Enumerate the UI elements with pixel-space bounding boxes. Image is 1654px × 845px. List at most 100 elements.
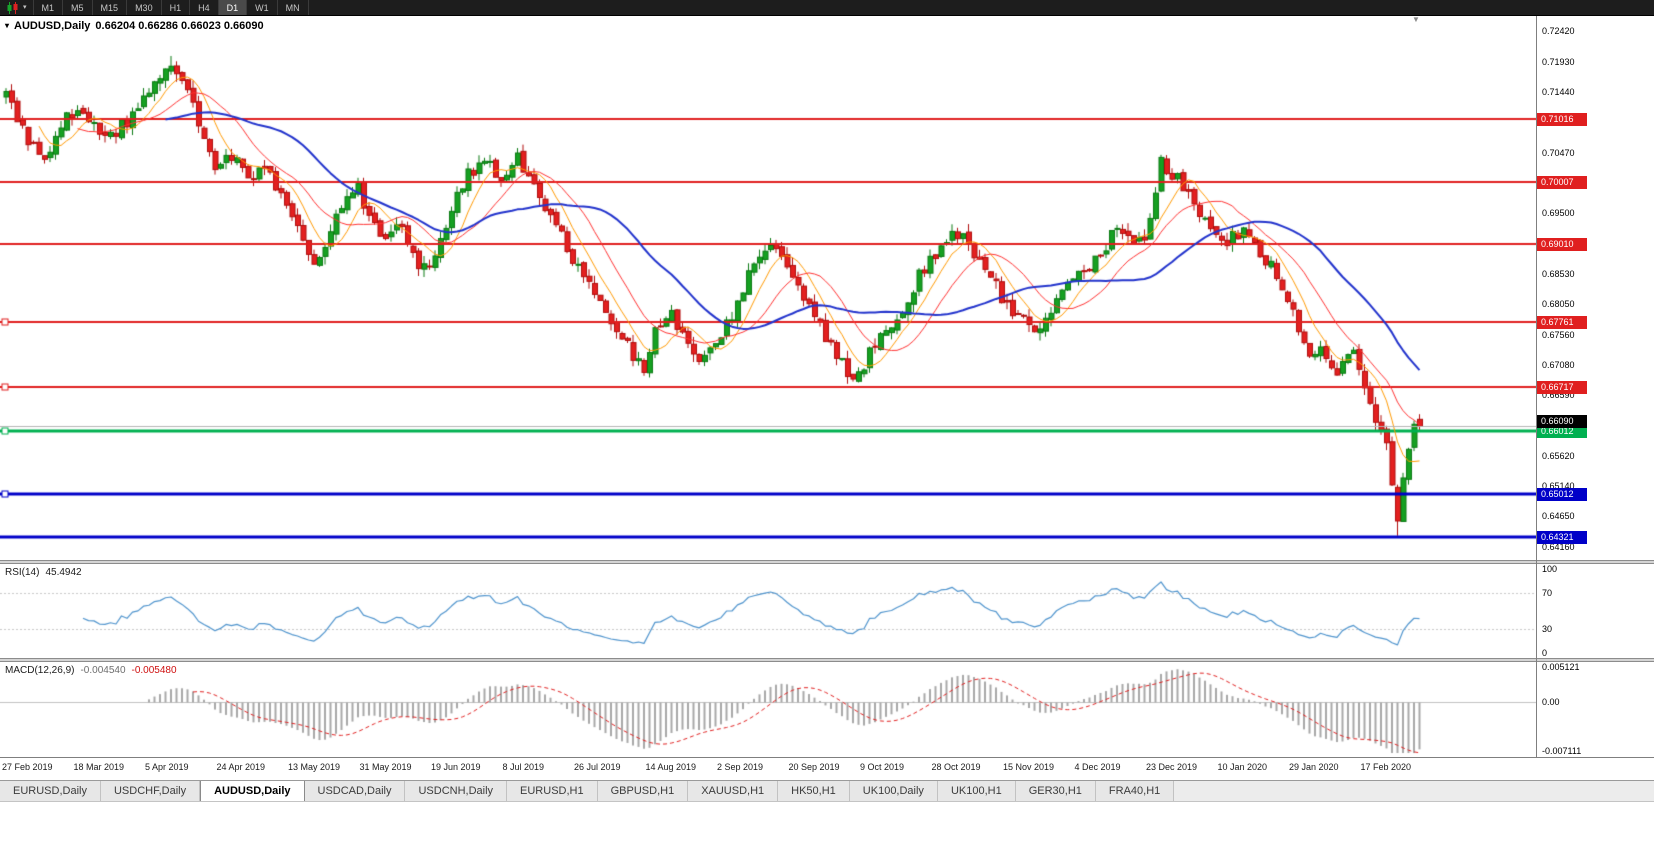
timeframe-button-m5[interactable]: M5 [63,0,93,15]
timeframe-button-h1[interactable]: H1 [162,0,191,15]
date-axis-label: 18 Mar 2019 [73,762,125,772]
rsi-value: 45.4942 [45,567,82,578]
scale-divider [1536,16,1537,757]
price-scale-tick: 0.67080 [1542,359,1575,370]
timeframe-buttons: M1 M5 M15 M30 H1 H4 D1 W1 MN [34,0,309,15]
date-axis-label: 29 Jan 2020 [1289,762,1339,772]
chart-tab-usdcnh-daily[interactable]: USDCNH,Daily [405,781,508,801]
level-price-badge: 0.66717 [1537,381,1587,395]
chart-tab-eurusd-h1[interactable]: EURUSD,H1 [507,781,598,801]
date-axis-label: 23 Dec 2019 [1146,762,1198,772]
level-price-badge: 0.66012 [1537,425,1587,439]
candlestick-chart-icon [7,1,18,14]
date-axis-label: 13 May 2019 [288,762,341,772]
date-axis-label: 2 Sep 2019 [717,762,764,772]
level-price-badge: 0.69010 [1537,238,1587,252]
rsi-scale-tick: 30 [1542,623,1553,634]
ohlc-values: 0.66204 0.66286 0.66023 0.66090 [95,20,264,32]
chart-title: ▾ AUDUSD,Daily 0.66204 0.66286 0.66023 0… [5,20,264,32]
price-scale-tick: 0.70470 [1542,147,1575,158]
chevron-down-icon: ▾ [23,4,27,11]
price-scale-tick: 0.65140 [1542,480,1575,491]
timeframe-button-w1[interactable]: W1 [247,0,278,15]
date-axis-label: 27 Feb 2019 [2,762,53,772]
macd-scale-tick: 0.005121 [1542,662,1580,672]
chart-tab-fra40-h1[interactable]: FRA40,H1 [1095,781,1175,801]
symbol-dropdown-icon[interactable]: ▾ [5,21,10,30]
date-axis-label: 4 Dec 2019 [1074,762,1121,772]
price-scale-tick: 0.68530 [1542,269,1575,279]
timeframe-button-m15[interactable]: M15 [93,0,128,15]
rsi-scale-tick: 100 [1542,564,1558,574]
timeframe-button-mn[interactable]: MN [278,0,309,15]
price-chart-panel[interactable]: ▾ AUDUSD,Daily 0.66204 0.66286 0.66023 0… [0,16,1536,560]
rsi-canvas[interactable] [0,564,1536,658]
price-scale-tick: 0.72420 [1542,26,1575,36]
price-scale-tick: 0.64160 [1542,542,1575,552]
date-axis-label: 31 May 2019 [359,762,412,772]
date-axis-label: 17 Feb 2020 [1360,762,1412,772]
panel-separator[interactable] [0,560,1654,564]
chart-tab-gbpusd-h1[interactable]: GBPUSD,H1 [597,781,689,801]
chart-tab-audusd-daily[interactable]: AUDUSD,Daily [200,781,305,801]
chart-type-control[interactable]: ▾ [0,0,34,15]
macd-panel[interactable]: MACD(12,26,9) -0.004540 -0.005480 [0,662,1536,756]
macd-label: MACD(12,26,9) -0.004540 -0.005480 [5,665,177,676]
date-axis-label: 8 Jul 2019 [502,762,545,772]
rsi-scale[interactable]: 100 70 30 0 [1537,564,1654,658]
chart-tab-ger30-h1[interactable]: GER30,H1 [1015,781,1096,801]
macd-canvas[interactable] [0,662,1536,756]
date-axis-label: 28 Oct 2019 [931,762,981,772]
date-axis-label: 9 Oct 2019 [860,762,905,772]
panel-separator[interactable] [0,658,1654,662]
date-axis-label: 10 Jan 2020 [1217,762,1268,772]
chart-tab-hk50-h1[interactable]: HK50,H1 [778,781,850,801]
price-scale-tick: 0.71930 [1542,56,1575,67]
level-price-badge: 0.71016 [1537,112,1587,126]
timeframe-button-m1[interactable]: M1 [34,0,64,15]
level-price-badge: 0.67761 [1537,316,1587,330]
macd-signal-value: -0.005480 [131,665,177,676]
macd-scale-tick: 0.00 [1542,696,1560,707]
date-axis-label: 20 Sep 2019 [788,762,840,772]
chart-tab-usdcad-daily[interactable]: USDCAD,Daily [304,781,406,801]
chart-tab-uk100-h1[interactable]: UK100,H1 [937,781,1016,801]
date-axis-label: 24 Apr 2019 [216,762,266,772]
price-canvas[interactable] [0,16,1536,560]
chart-tab-xauusd-h1[interactable]: XAUUSD,H1 [688,781,779,801]
chart-tab-usdchf-daily[interactable]: USDCHF,Daily [100,781,201,801]
price-scale[interactable]: 0.724200.719300.714400.709500.704700.699… [1537,16,1654,560]
chart-tab-uk100-daily[interactable]: UK100,Daily [849,781,938,801]
chart-tab-eurusd-daily[interactable]: EURUSD,Daily [0,781,101,801]
date-axis-label: 26 Jul 2019 [574,762,621,772]
date-axis-label: 5 Apr 2019 [145,762,189,772]
rsi-scale-tick: 70 [1542,588,1553,599]
date-axis-label: 14 Aug 2019 [645,762,697,772]
level-price-badge: 0.64321 [1537,530,1587,544]
price-scale-tick: 0.64650 [1542,511,1575,522]
price-scale-tick: 0.69500 [1542,208,1575,219]
macd-scale[interactable]: 0.005121 0.00 -0.007111 [1537,662,1654,756]
timeframe-toolbar: ▾ M1 M5 M15 M30 H1 H4 D1 W1 MN [0,0,1654,16]
level-price-badge: 0.65012 [1537,487,1587,501]
timeframe-button-h4[interactable]: H4 [190,0,219,15]
symbol-label: AUDUSD,Daily [14,20,91,32]
macd-name: MACD(12,26,9) [5,665,75,676]
price-scale-tick: 0.65620 [1542,450,1575,461]
date-axis[interactable]: 27 Feb 2019 18 Mar 2019 5 Apr 2019 24 Apr 2… [0,757,1654,777]
chart-tab-bar: EURUSD,Daily USDCHF,Daily AUDUSD,Daily USDC… [0,780,1654,802]
window-footer [0,803,1654,845]
timeframe-button-d1[interactable]: D1 [218,0,248,15]
macd-main-value: -0.004540 [80,665,126,676]
rsi-label: RSI(14) 45.4942 [5,567,82,578]
timeframe-button-m30[interactable]: M30 [127,0,162,15]
rsi-scale-tick: 0 [1542,648,1548,658]
price-scale-tick: 0.67560 [1542,329,1575,340]
current-price-badge: 0.66090 [1537,415,1587,429]
price-scale-tick: 0.66590 [1542,390,1575,401]
macd-scale-tick: -0.007111 [1542,746,1582,756]
rsi-panel[interactable]: RSI(14) 45.4942 [0,564,1536,658]
date-axis-label: 19 Jun 2019 [431,762,481,772]
chart-shift-marker[interactable]: ▼ [1412,15,1420,24]
